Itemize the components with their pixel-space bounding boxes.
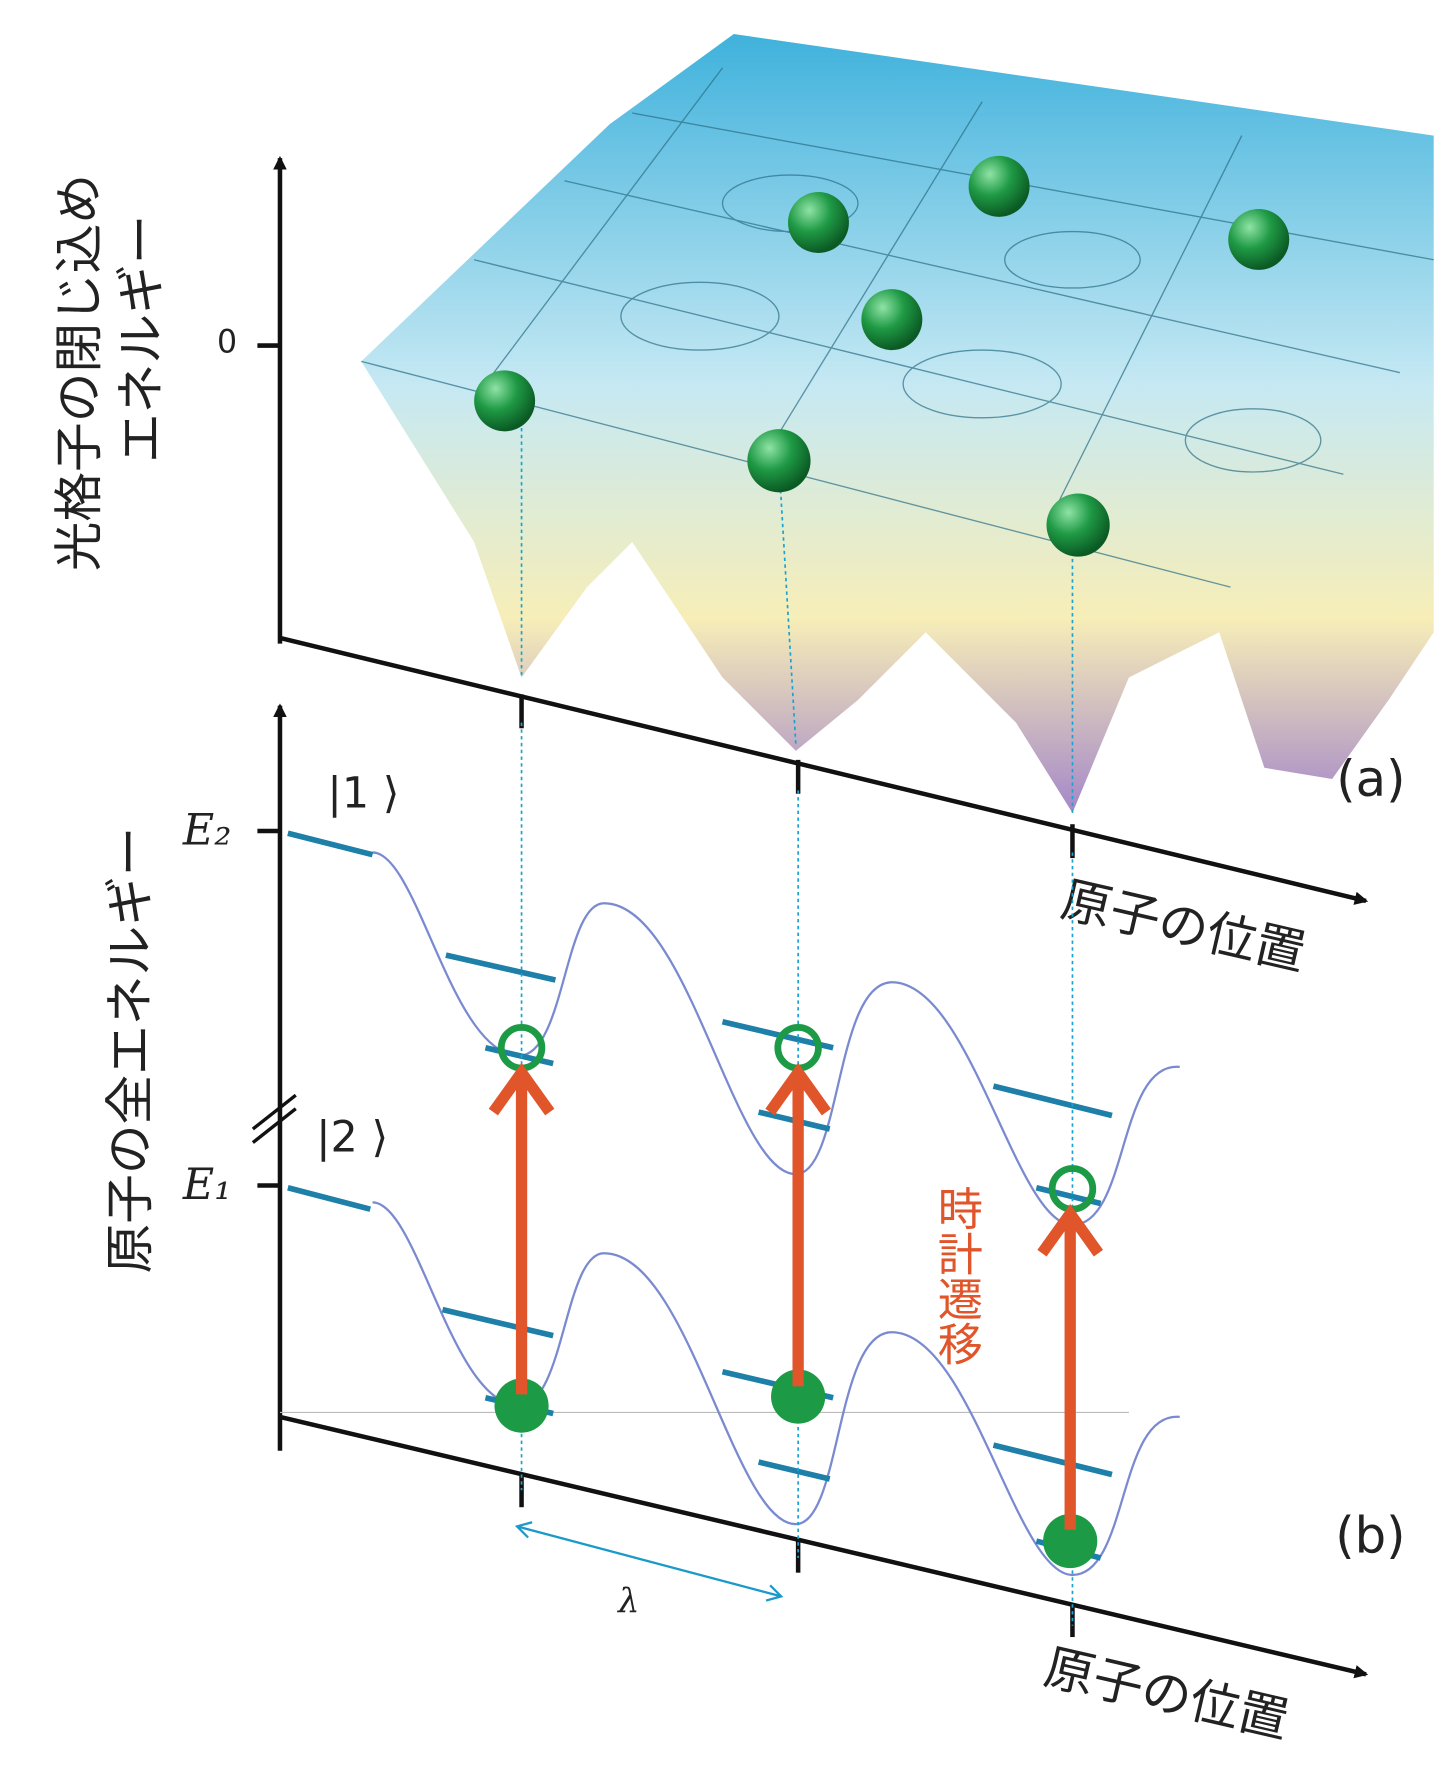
transitions — [493, 1027, 1098, 1596]
x-label: 原子の位置 — [1039, 1638, 1294, 1750]
y-label: 原子の全エネルギー — [101, 827, 159, 1274]
transition-label: 時計遷移 — [931, 1185, 984, 1366]
zero-label: 0 — [217, 324, 237, 360]
state-label: |2 ⟩ — [316, 1113, 388, 1163]
x-label: 原子の位置 — [1056, 870, 1311, 982]
lambda-label: λ — [616, 1581, 639, 1620]
y-label: エネルギー — [112, 215, 170, 463]
e1-label: E₁ — [182, 1160, 232, 1210]
e2-label: E₂ — [182, 806, 232, 856]
axes-b — [253, 706, 1366, 1675]
diagram: 光格子の閉じ込め エネルギー 0 (a) 原子の位置 — [0, 0, 1445, 1776]
potential-curves — [288, 723, 1180, 1626]
panel-tag: (b) — [1335, 1506, 1405, 1564]
state-label: |1 ⟩ — [327, 768, 399, 818]
y-label: 光格子の閉じ込め — [50, 174, 108, 571]
panel-tag: (a) — [1336, 750, 1405, 808]
